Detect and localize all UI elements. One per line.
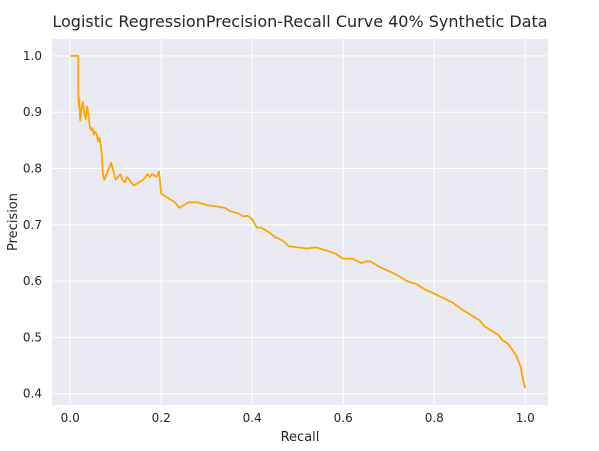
grid	[52, 39, 548, 405]
y-tick-label: 0.7	[23, 218, 42, 232]
x-tick-label: 0.2	[152, 411, 171, 425]
chart-title: Logistic RegressionPrecision-Recall Curv…	[52, 12, 547, 31]
plot-area	[52, 39, 548, 405]
y-axis-label: Precision	[6, 193, 21, 251]
y-tick-label: 0.5	[23, 330, 42, 344]
y-tick-label: 0.9	[23, 105, 42, 119]
x-axis-label: Recall	[281, 430, 320, 445]
y-tick-label: 0.4	[23, 387, 42, 401]
series-group	[70, 54, 527, 389]
x-tick-label: 1.0	[516, 411, 535, 425]
x-ticks: 0.0 0.2 0.4 0.6 0.8 1.0	[61, 411, 535, 425]
y-tick-label: 1.0	[23, 49, 42, 63]
y-tick-label: 0.8	[23, 162, 42, 176]
x-tick-label: 0.6	[334, 411, 353, 425]
y-ticks: 0.4 0.5 0.6 0.7 0.8 0.9 1.0	[23, 49, 42, 401]
x-tick-label: 0.8	[425, 411, 444, 425]
x-tick-label: 0.4	[243, 411, 262, 425]
pr-curve-line	[70, 54, 527, 389]
y-tick-label: 0.6	[23, 274, 42, 288]
x-tick-label: 0.0	[61, 411, 80, 425]
